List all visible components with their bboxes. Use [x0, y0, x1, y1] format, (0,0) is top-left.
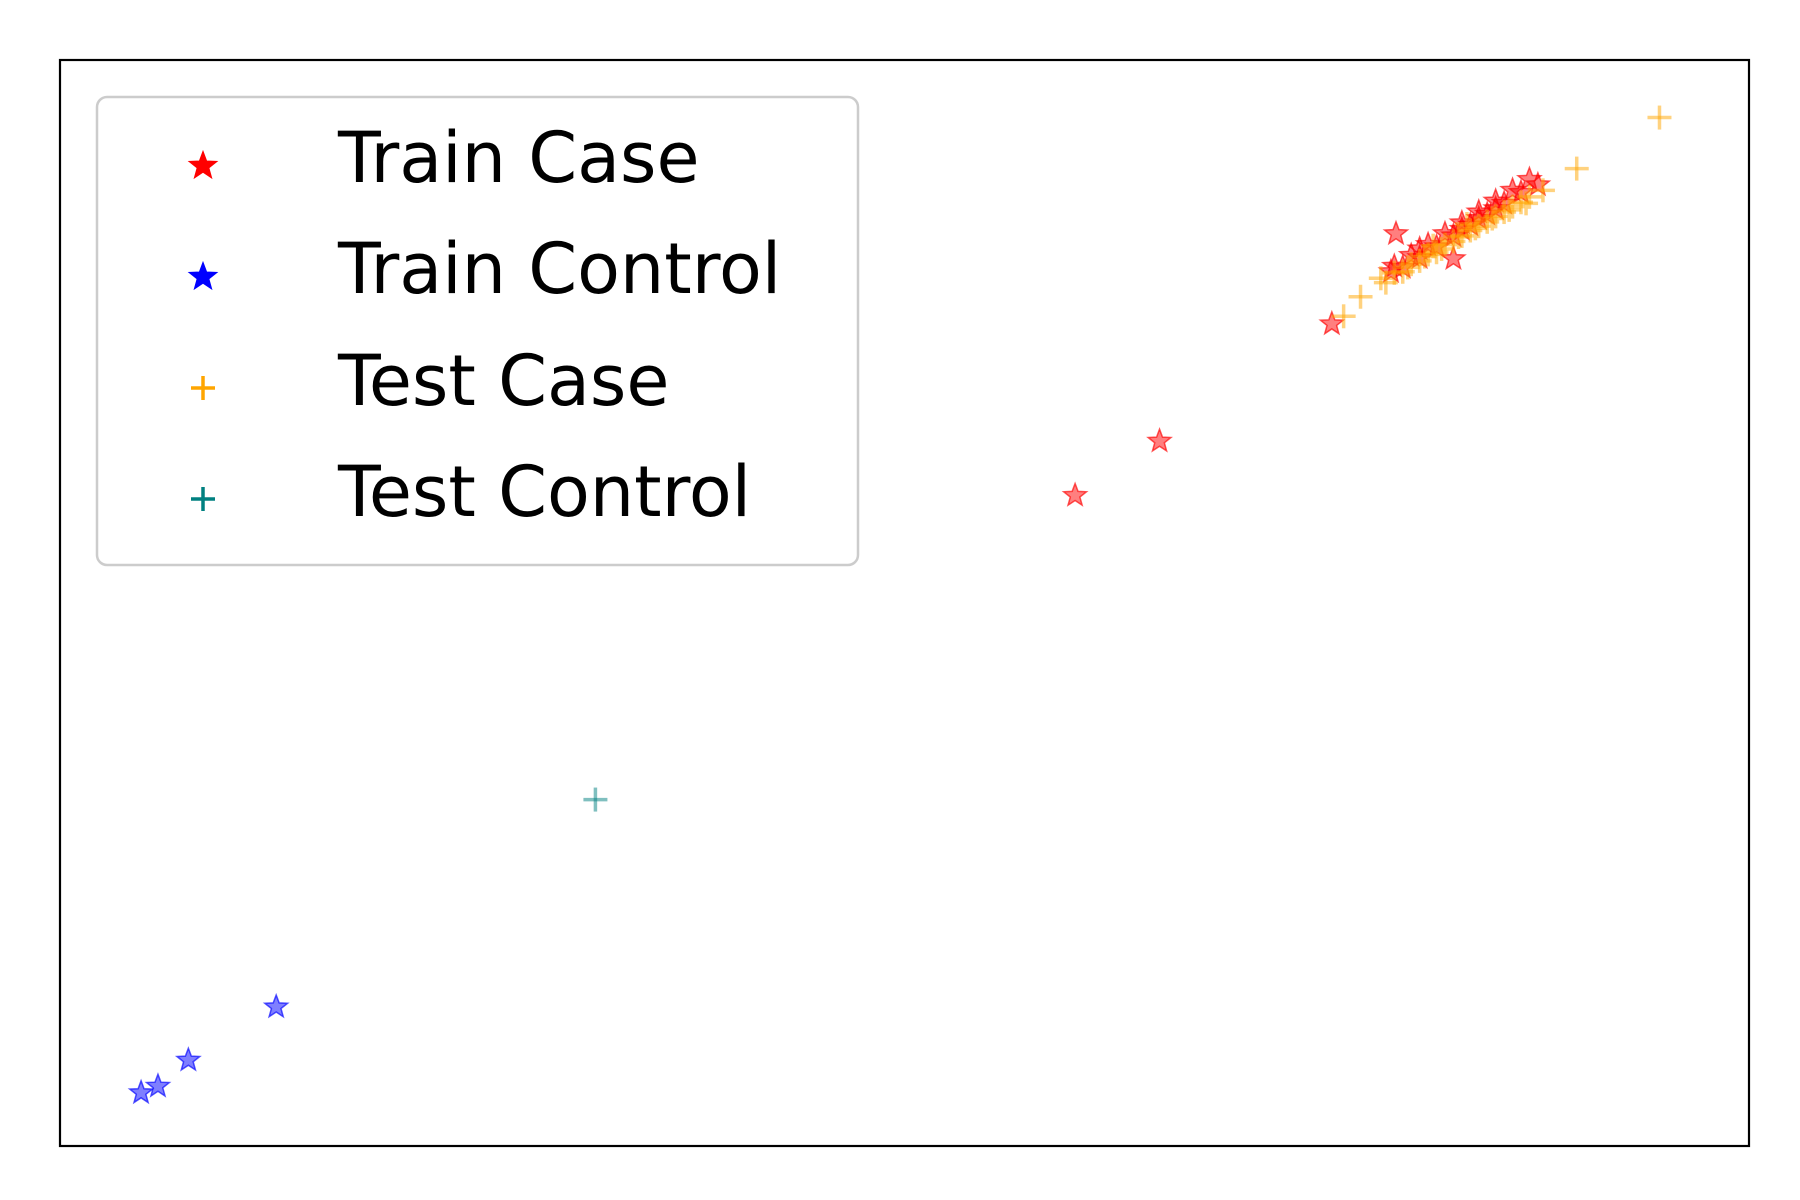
- point-test-case-27: [1368, 266, 1393, 291]
- legend-label-train-case: Train Case: [337, 117, 700, 199]
- point-test-case-14: [1399, 252, 1424, 277]
- point-train-case-3: [1382, 219, 1410, 246]
- legend-label-test-case: Test Case: [337, 340, 669, 422]
- point-test-case-31: [1514, 191, 1539, 216]
- legend-marker-test-case: [191, 376, 215, 400]
- point-test-case-13: [1382, 260, 1407, 285]
- legend-marker-test-control: [191, 487, 215, 511]
- legend-marker-train-case: [187, 149, 219, 180]
- legend-label-train-control: Train Control: [337, 228, 781, 310]
- point-test-case-22: [1530, 178, 1555, 203]
- point-train-case-2: [1318, 309, 1346, 336]
- point-test-case-32: [1454, 211, 1479, 236]
- point-test-case-23: [1395, 255, 1420, 280]
- point-test-case-20: [1500, 194, 1525, 219]
- point-test-case-30: [1480, 206, 1505, 231]
- point-test-case-33: [1421, 233, 1446, 258]
- point-train-case-1: [1146, 427, 1173, 453]
- point-test-case-2: [1348, 284, 1373, 309]
- point-test-case-3: [1331, 304, 1356, 329]
- point-train-control-1: [144, 1072, 172, 1098]
- point-test-case-26: [1497, 197, 1522, 222]
- point-test-case-29: [1446, 225, 1471, 250]
- point-test-case-19: [1483, 204, 1508, 229]
- legend: Train Case Train Control Test Case Test …: [95, 95, 860, 567]
- data-points: [127, 105, 1672, 1105]
- point-test-control-0: [583, 787, 608, 812]
- point-test-case-18: [1466, 214, 1491, 239]
- legend-marker-train-control: [187, 260, 219, 291]
- point-train-control-3: [262, 992, 290, 1019]
- point-train-control-0: [127, 1078, 155, 1105]
- point-train-control-2: [174, 1046, 202, 1072]
- point-train-case-0: [1061, 481, 1089, 507]
- point-test-case-0: [1647, 105, 1672, 130]
- legend-frame: [95, 95, 860, 567]
- point-test-case-1: [1564, 156, 1589, 181]
- legend-label-test-control: Test Control: [337, 451, 751, 533]
